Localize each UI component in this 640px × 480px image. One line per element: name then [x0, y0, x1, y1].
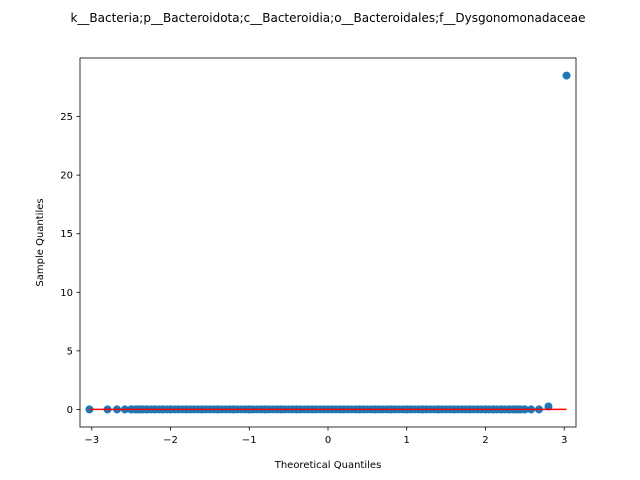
chart-title: k__Bacteria;p__Bacteroidota;c__Bacteroid…	[70, 11, 585, 25]
y-tick-label: 25	[60, 112, 73, 123]
y-tick-label: 20	[60, 171, 73, 182]
y-tick-label: 5	[67, 346, 73, 357]
x-tick-label: 3	[561, 435, 567, 446]
y-axis-label: Sample Quantiles	[35, 198, 46, 286]
x-tick-label: −1	[242, 435, 257, 446]
data-point	[544, 402, 553, 411]
points-layer	[85, 71, 571, 414]
x-axis: −3 −2 −1 0 1 2 3	[84, 427, 567, 446]
x-tick-label: −3	[84, 435, 99, 446]
y-tick-label: 10	[60, 288, 73, 299]
x-tick-label: 1	[404, 435, 410, 446]
y-tick-label: 0	[67, 405, 73, 416]
x-axis-label: Theoretical Quantiles	[274, 460, 382, 471]
y-tick-label: 15	[60, 229, 73, 240]
data-point	[562, 71, 571, 80]
x-tick-label: 2	[482, 435, 488, 446]
y-axis: 0 5 10 15 20 25	[60, 112, 80, 416]
x-tick-label: −2	[163, 435, 178, 446]
plot-area-frame	[79, 57, 577, 428]
x-tick-label: 0	[325, 435, 331, 446]
